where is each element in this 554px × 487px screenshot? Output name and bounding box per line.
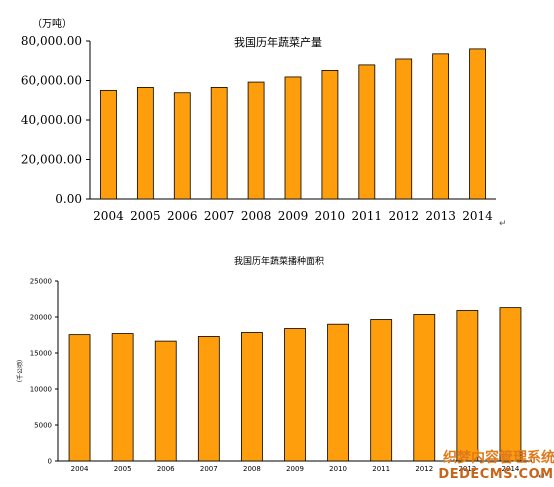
bar-2006 xyxy=(154,340,177,462)
bar-2005 xyxy=(111,333,134,462)
bar-2011 xyxy=(358,64,376,200)
bar-2004 xyxy=(100,89,117,200)
bar-2004 xyxy=(68,334,91,462)
x-tick-label: 2013 xyxy=(458,465,476,473)
x-tick-label: 2006 xyxy=(157,465,175,473)
y-tick-label: 0.00 xyxy=(55,192,82,206)
x-tick-label: 2012 xyxy=(388,209,419,223)
y-tick-label: 80,000.00 xyxy=(21,34,82,48)
x-tick-label: 2010 xyxy=(315,209,346,223)
y-tick-label: 40,000.00 xyxy=(21,113,82,127)
x-tick-label: 2004 xyxy=(71,465,89,473)
x-tick-label: 2007 xyxy=(204,209,235,223)
bar-2010 xyxy=(321,70,339,200)
x-tick-label: 2012 xyxy=(415,465,433,473)
y-tick-label: 20,000.00 xyxy=(21,153,82,167)
y-tick-label: 0 xyxy=(48,458,52,466)
chart1-return-mark: ↵ xyxy=(499,219,507,229)
x-tick-label: 2008 xyxy=(243,465,261,473)
chart1-y-unit: （万吨） xyxy=(32,17,72,30)
bar-2011 xyxy=(370,319,393,462)
bar-2009 xyxy=(284,76,302,200)
bar-2014 xyxy=(469,48,486,200)
x-tick-label: 2009 xyxy=(286,465,304,473)
area-chart: 我国历年蔬菜播种面积 （千公顷） 0 5000 10000 15000 20000 250… xyxy=(16,255,546,482)
production-chart: 我国历年蔬菜产量 （万吨） 0.00 20,000.00 40,000.00 60,0… xyxy=(21,17,507,229)
chart2-return-mark: ↵ xyxy=(538,472,546,482)
x-tick-label: 2014 xyxy=(462,209,493,223)
bar-2012 xyxy=(413,314,436,462)
bar-2007 xyxy=(197,336,220,462)
x-tick-label: 2010 xyxy=(329,465,347,473)
x-tick-label: 2007 xyxy=(200,465,218,473)
y-tick-label: 15000 xyxy=(30,350,52,358)
bar-2012 xyxy=(395,58,413,200)
y-tick-label: 10000 xyxy=(30,386,52,394)
bar-2013 xyxy=(456,310,479,462)
x-tick-label: 2014 xyxy=(502,465,520,473)
y-tick-label: 20000 xyxy=(30,314,52,322)
x-tick-label: 2009 xyxy=(278,209,309,223)
x-tick-label: 2013 xyxy=(425,209,456,223)
x-tick-label: 2005 xyxy=(130,209,161,223)
bar-2006 xyxy=(173,92,191,200)
x-tick-label: 2004 xyxy=(93,209,124,223)
chart2-y-unit: （千公顷） xyxy=(16,356,24,386)
x-tick-label: 2011 xyxy=(372,465,390,473)
watermark-text-en: DEDECMS.COM xyxy=(438,467,553,482)
bar-2005 xyxy=(136,87,154,200)
x-tick-label: 2006 xyxy=(167,209,198,223)
y-tick-label: 25000 xyxy=(30,278,52,286)
x-tick-label: 2005 xyxy=(114,465,132,473)
chart2-title: 我国历年蔬菜播种面积 xyxy=(234,255,324,267)
y-tick-label: 60,000.00 xyxy=(21,74,82,88)
bar-2013 xyxy=(432,53,450,200)
watermark-text-cn: 织梦内容管理系统 xyxy=(443,449,554,466)
bar-2010 xyxy=(327,323,349,462)
y-tick-label: 5000 xyxy=(34,422,52,430)
bar-2008 xyxy=(247,81,265,200)
bar-2014 xyxy=(499,307,522,462)
watermark: 织梦内容管理系统 DEDECMS.COM xyxy=(438,449,554,482)
x-tick-label: 2011 xyxy=(352,209,383,223)
chart1-title: 我国历年蔬菜产量 xyxy=(234,35,322,49)
bar-2009 xyxy=(284,328,306,462)
bar-2008 xyxy=(241,332,263,462)
bar-2007 xyxy=(210,87,228,200)
x-tick-label: 2008 xyxy=(241,209,272,223)
